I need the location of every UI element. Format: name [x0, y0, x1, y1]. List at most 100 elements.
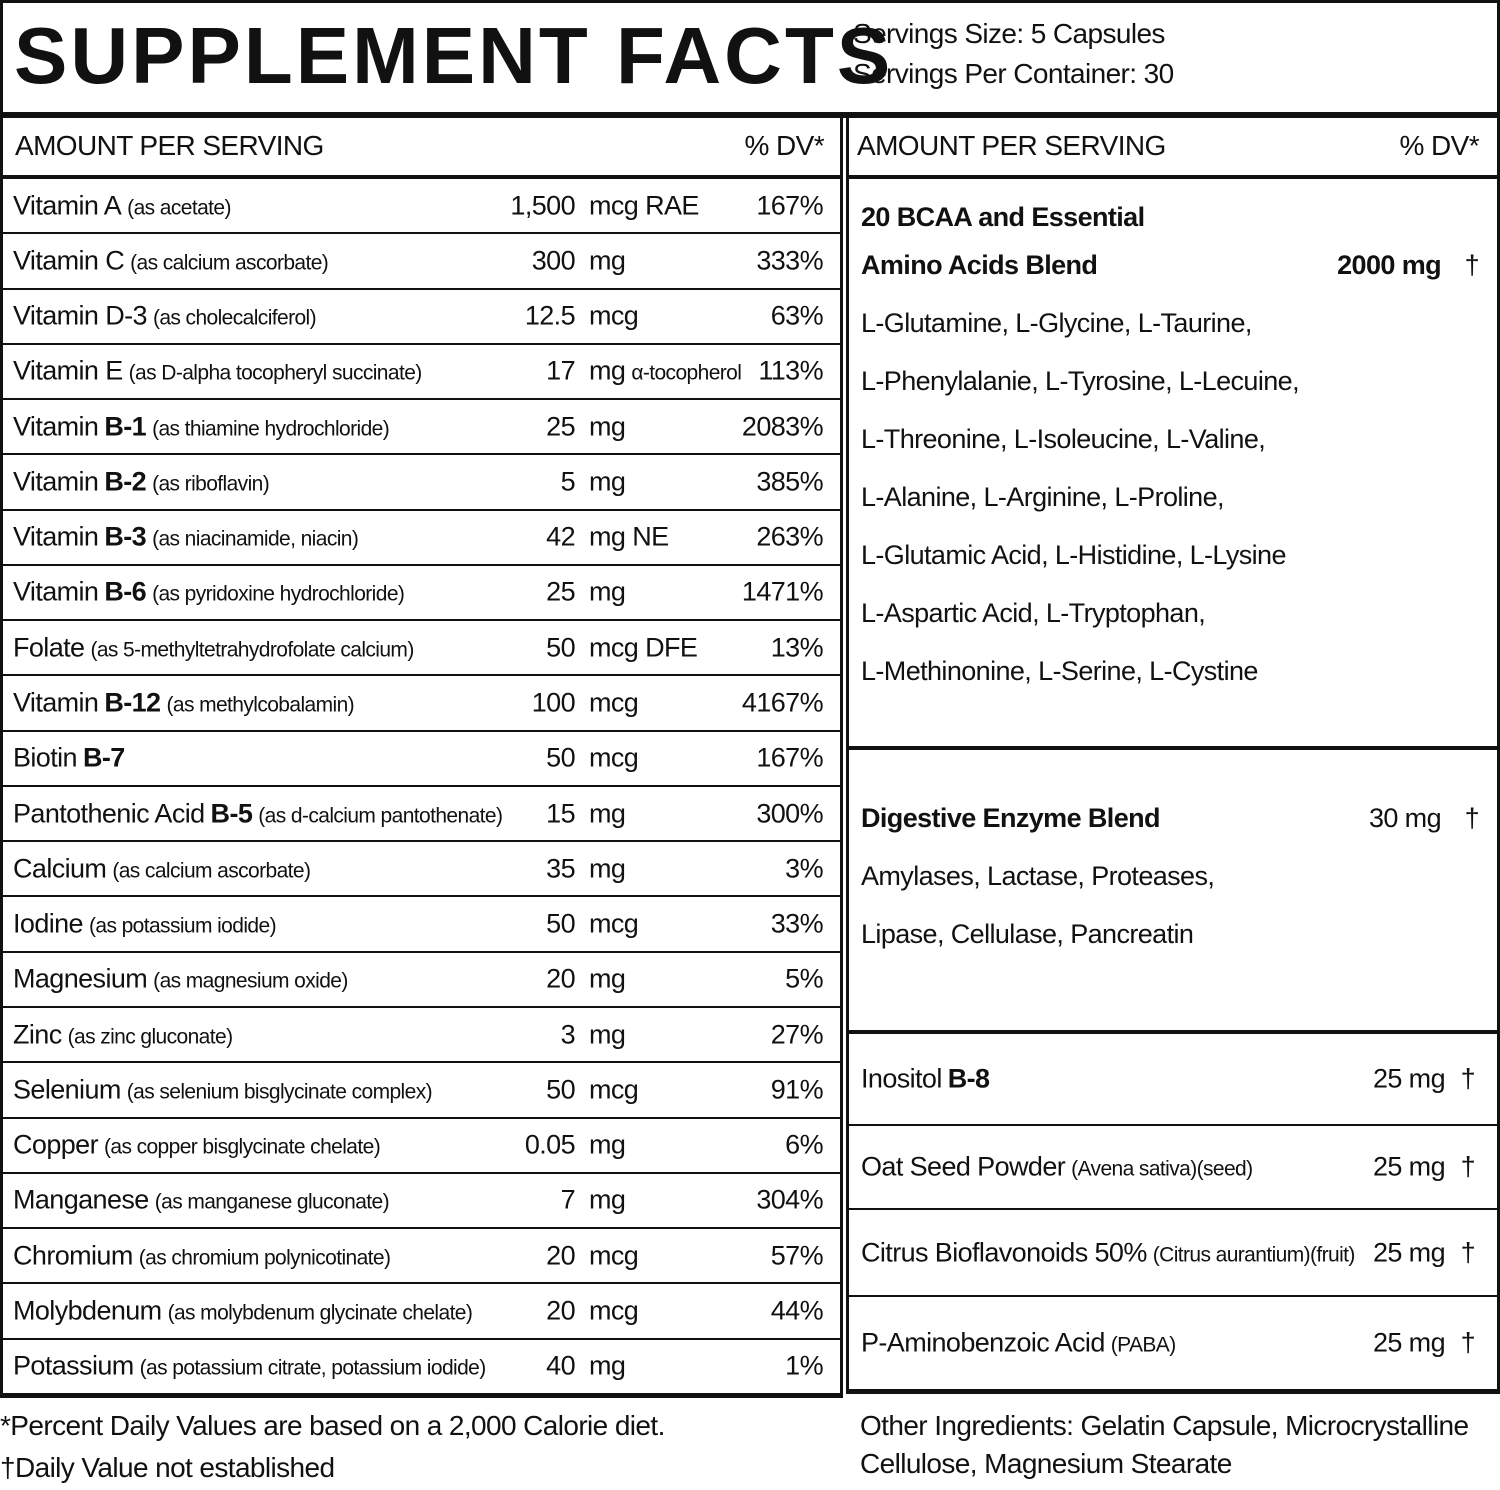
- amount: 50: [546, 632, 575, 663]
- amount: 100: [531, 687, 576, 718]
- unit-text: mg: [589, 1019, 626, 1050]
- table-row: Vitamin D-3 (as cholecalciferol) 12.5 mcg 63…: [3, 290, 840, 345]
- unit-text: mg: [589, 1184, 626, 1215]
- unit: mcg: [589, 909, 639, 940]
- item-label: Vitamin C (as calcium ascorbate): [13, 245, 329, 276]
- item-note: (as calcium ascorbate): [112, 859, 311, 883]
- daily-value: 167%: [756, 190, 823, 221]
- table-row: Vitamin C (as calcium ascorbate) 300 mg 333%: [3, 234, 840, 290]
- item-name: P-Aminobenzoic Acid: [861, 1327, 1105, 1358]
- item-name: Selenium: [13, 1074, 121, 1105]
- daily-value: 167%: [756, 742, 823, 773]
- item-name: Vitamin E: [13, 355, 123, 386]
- table-row: Potassium (as potassium citrate, potassiu…: [3, 1340, 840, 1393]
- item-name: Iodine: [13, 908, 84, 939]
- unit: mg: [589, 798, 626, 829]
- daily-value: 57%: [770, 1240, 824, 1271]
- daily-value: 304%: [756, 1184, 823, 1215]
- item-name-bold: B-3: [104, 521, 147, 552]
- footnote: *Percent Daily Values are based on a 2,0…: [0, 1410, 665, 1441]
- daily-value: 13%: [770, 632, 824, 663]
- blend-ingredient: L-Phenylalanie, L-Tyrosine, L-Lecuine,: [861, 366, 1300, 396]
- unit-text: mg: [589, 798, 626, 829]
- daily-value: 385%: [756, 466, 823, 497]
- table-row: Vitamin E (as D-alpha tocopheryl succinat…: [3, 345, 840, 401]
- blend-ingredient: L-Threonine, L-Isoleucine, L-Valine,: [861, 424, 1266, 454]
- item-name-bold: B-5: [210, 798, 253, 829]
- blend-dv: †: [1464, 250, 1480, 280]
- column-label: % DV*: [744, 130, 825, 161]
- item-label: P-Aminobenzoic Acid (PABA): [861, 1328, 1176, 1359]
- daily-value: 113%: [758, 355, 823, 386]
- unit: mg: [589, 245, 626, 276]
- unit-text: mg: [589, 466, 626, 497]
- unit: mcg: [589, 301, 639, 332]
- column-label: AMOUNT PER SERVING: [857, 130, 1166, 161]
- amount: 50: [546, 1074, 575, 1105]
- item-name: Vitamin D-3: [13, 300, 148, 331]
- blend-dv: †: [1464, 803, 1480, 833]
- item-name-bold: B-12: [104, 687, 161, 718]
- item-name: Biotin: [13, 742, 78, 773]
- unit: mcg: [589, 1240, 639, 1271]
- amount: 20: [546, 1295, 575, 1326]
- unit: mg: [589, 1130, 626, 1161]
- item-label: Magnesium (as magnesium oxide): [13, 964, 348, 995]
- daily-value: 2083%: [741, 411, 824, 442]
- unit: mg: [589, 1351, 626, 1382]
- item-label: Inositol B-8: [861, 1064, 990, 1095]
- unit: mg: [589, 1184, 626, 1216]
- amount: 3: [560, 1019, 576, 1050]
- unit-text: mcg RAE: [589, 190, 699, 221]
- blend-ingredient: L-Methinonine, L-Serine, L-Cystine: [861, 656, 1258, 686]
- item-note: (as molybdenum glycinate chelate): [167, 1301, 473, 1325]
- item-label: Vitamin D-3 (as cholecalciferol): [13, 300, 317, 332]
- item-label: Manganese (as manganese gluconate): [13, 1185, 390, 1216]
- item-note: (as d-calcium pantothenate): [258, 804, 503, 828]
- blend: 20 BCAA and Essential Amino Acids Blend 20…: [849, 179, 1497, 750]
- unit-text: mg: [589, 411, 626, 442]
- unit: mg: [589, 853, 626, 884]
- column-header: AMOUNT PER SERVING % DV*: [849, 118, 1497, 179]
- blend-ingredient: Amylases, Lactase, Proteases,: [861, 861, 1215, 891]
- item-label: Iodine (as potassium iodide): [13, 908, 277, 940]
- amount: 7: [560, 1184, 576, 1215]
- amount: 20: [546, 1240, 575, 1271]
- item-note: (as cholecalciferol): [152, 306, 317, 330]
- servings-per-container: Servings Per Container: 30: [853, 58, 1174, 89]
- item-label: Calcium (as calcium ascorbate): [13, 853, 311, 884]
- amount: 1,500: [510, 190, 575, 221]
- blend-ingredient: L-Glutamic Acid, L-Histidine, L-Lysine: [861, 540, 1286, 570]
- unit: mcg: [589, 688, 639, 719]
- daily-value: 5%: [785, 963, 823, 994]
- amount: 25 mg: [1372, 1327, 1446, 1358]
- unit: mg: [589, 577, 626, 608]
- item-note: (as pyridoxine hydrochloride): [152, 582, 405, 606]
- blend-ingredient: L-Alanine, L-Arginine, L-Proline,: [861, 482, 1225, 512]
- daily-value: 1471%: [741, 576, 824, 607]
- unit: mg NE: [589, 522, 669, 553]
- item-label: Vitamin B-1 (as thiamine hydrochloride): [13, 411, 390, 442]
- daily-value: 27%: [770, 1019, 824, 1050]
- item-label: Folate (as 5-methyltetrahydrofolate calci…: [13, 632, 414, 663]
- unit: mcg: [589, 1074, 639, 1105]
- unit-note: α-tocopherol: [631, 361, 742, 385]
- table-row: Selenium (as selenium bisglycinate comple…: [3, 1063, 840, 1119]
- table-row: Folate (as 5-methyltetrahydrofolate calci…: [3, 621, 840, 677]
- unit: mg: [589, 466, 626, 497]
- daily-value: 1%: [785, 1350, 823, 1381]
- unit: mg: [589, 1019, 626, 1050]
- table-row: Inositol B-8 25 mg †: [849, 1034, 1497, 1126]
- amount: 50: [546, 908, 575, 939]
- blend-amount: 30 mg: [1368, 803, 1442, 833]
- item-label: Vitamin B-3 (as niacinamide, niacin): [13, 521, 359, 553]
- daily-value: 6%: [785, 1129, 823, 1160]
- unit: mcg: [589, 1295, 639, 1326]
- item-label: Selenium (as selenium bisglycinate comple…: [13, 1074, 433, 1105]
- item-name: Vitamin: [13, 521, 99, 552]
- unit-text: mg: [589, 245, 626, 276]
- item-note: (Avena sativa)(seed): [1071, 1157, 1253, 1181]
- item-note: (as magnesium oxide): [153, 969, 348, 993]
- item-name: Vitamin: [13, 411, 99, 442]
